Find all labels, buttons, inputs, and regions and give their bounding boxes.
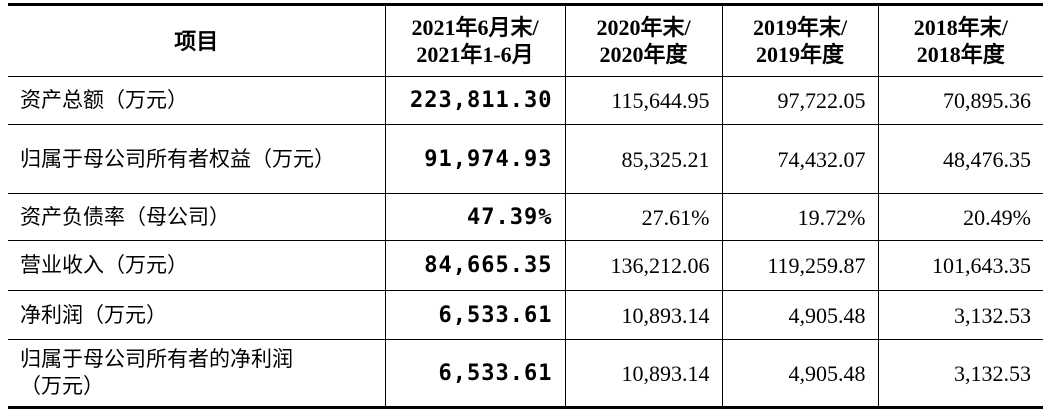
header-text: 2019年末/ — [752, 15, 848, 40]
data-table: 项目 2021年6月末/2021年1-6月 2020年末/2020年度 2019年末/… — [8, 3, 1043, 409]
header-text: 2020年度 — [599, 42, 688, 67]
row-label: 营业收入（万元） — [8, 240, 386, 291]
table-row: 营业收入（万元） 84,665.35 136,212.06 119,259.87 101… — [8, 240, 1043, 291]
table-row: 归属于母公司所有者权益（万元） 91,974.93 85,325.21 74,432.… — [8, 124, 1043, 194]
value-cell: 10,893.14 — [564, 339, 723, 408]
value-cell: 74,432.07 — [721, 124, 879, 194]
table-row: 净利润（万元） 6,533.61 10,893.14 4,905.48 3,132.53 — [8, 290, 1043, 340]
table-row: 归属于母公司所有者的净利润（万元） 6,533.61 10,893.14 4,905.… — [8, 339, 1043, 408]
header-cell: 2020年末/2020年度 — [564, 4, 723, 77]
header-text: 2020年末/ — [596, 15, 691, 40]
row-label: 归属于母公司所有者权益（万元） — [8, 124, 386, 194]
header-text: 2018年度 — [916, 42, 1005, 67]
row-label: 净利润（万元） — [8, 290, 386, 340]
header-text: 2021年6月末/ — [411, 15, 539, 40]
value-cell: 20.49% — [877, 193, 1043, 241]
value-cell: 6,533.61 — [384, 290, 566, 340]
row-label: 资产负债率（母公司） — [8, 193, 386, 241]
value-cell: 19.72% — [721, 193, 879, 241]
value-cell: 115,644.95 — [564, 76, 723, 125]
header-text: 2021年1-6月 — [416, 42, 534, 67]
header-text: 2019年度 — [755, 42, 844, 67]
table-row: 资产负债率（母公司） 47.39% 27.61% 19.72% 20.49% — [8, 193, 1043, 241]
value-cell: 136,212.06 — [564, 240, 723, 291]
value-cell: 85,325.21 — [564, 124, 723, 194]
table-body: 资产总额（万元） 223,811.30 115,644.95 97,722.05 70,… — [8, 76, 1043, 408]
value-cell: 4,905.48 — [721, 290, 879, 340]
value-cell: 3,132.53 — [877, 290, 1043, 340]
value-cell: 70,895.36 — [877, 76, 1043, 125]
value-cell: 119,259.87 — [721, 240, 879, 291]
header-cell: 2021年6月末/2021年1-6月 — [384, 4, 566, 77]
header-text: 2018年末/ — [913, 15, 1008, 40]
value-cell: 101,643.35 — [877, 240, 1043, 291]
value-cell: 3,132.53 — [877, 339, 1043, 408]
value-cell: 91,974.93 — [384, 124, 566, 194]
header-row: 项目 2021年6月末/2021年1-6月 2020年末/2020年度 2019年末/… — [8, 4, 1043, 77]
table-row: 资产总额（万元） 223,811.30 115,644.95 97,722.05 70,… — [8, 76, 1043, 125]
value-cell: 6,533.61 — [384, 339, 566, 408]
header-text: 项目 — [174, 28, 219, 54]
value-cell: 10,893.14 — [564, 290, 723, 340]
value-cell: 27.61% — [564, 193, 723, 241]
value-cell: 47.39% — [384, 193, 566, 241]
header-cell: 2019年末/2019年度 — [721, 4, 879, 77]
row-label: 资产总额（万元） — [8, 76, 386, 125]
value-cell: 97,722.05 — [721, 76, 879, 125]
row-label: 归属于母公司所有者的净利润（万元） — [8, 339, 386, 408]
header-cell: 项目 — [8, 4, 386, 77]
value-cell: 223,811.30 — [384, 76, 566, 125]
value-cell: 84,665.35 — [384, 240, 566, 291]
value-cell: 4,905.48 — [721, 339, 879, 408]
header-cell: 2018年末/2018年度 — [877, 4, 1043, 77]
value-cell: 48,476.35 — [877, 124, 1043, 194]
